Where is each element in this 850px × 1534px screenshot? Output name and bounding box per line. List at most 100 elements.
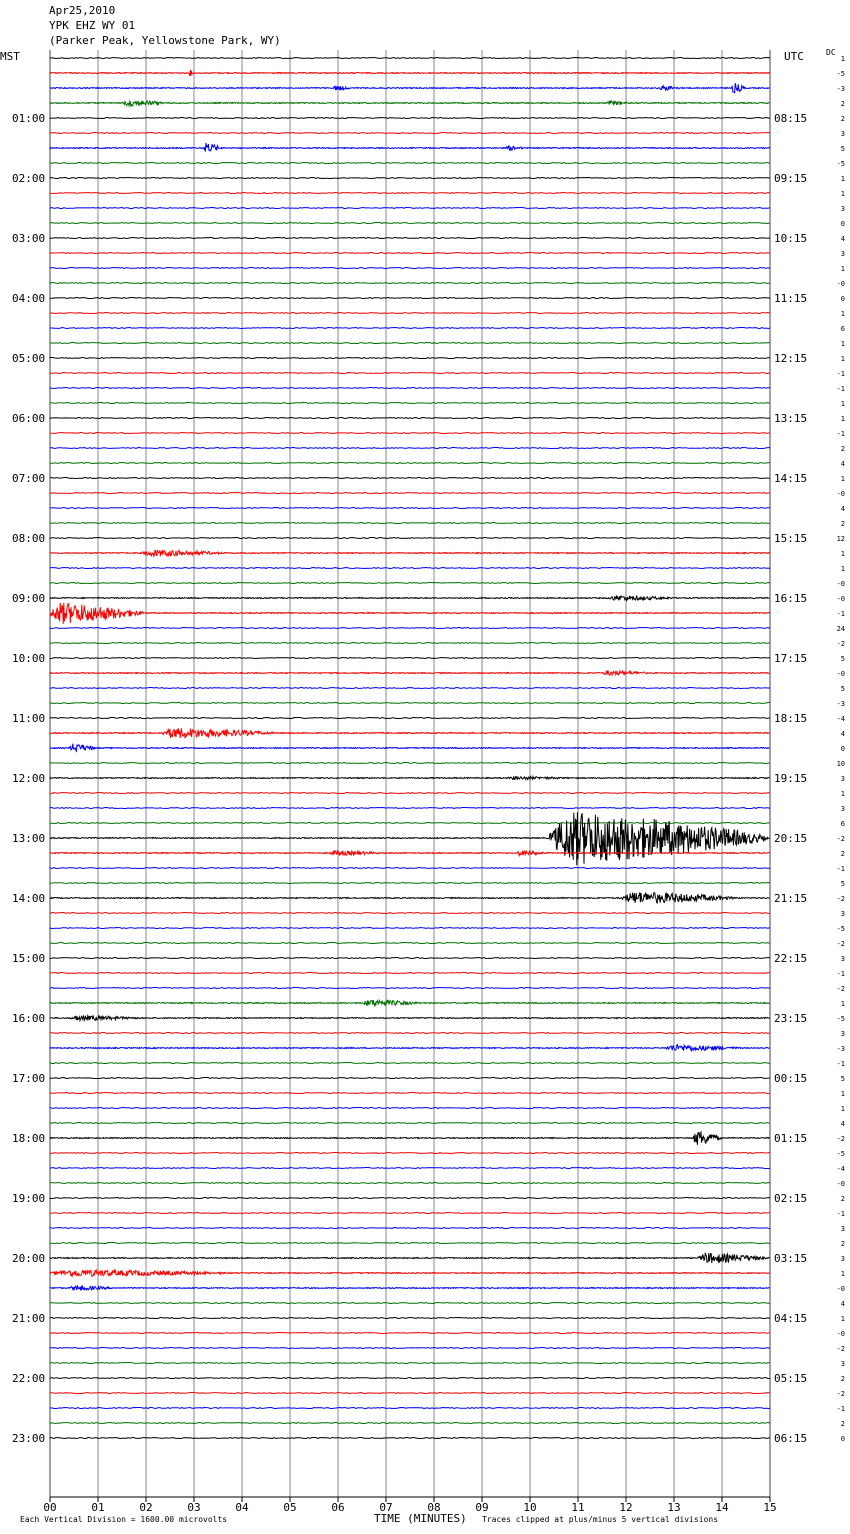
trace-82 [49,1284,770,1292]
trace-26 [49,446,771,450]
dc-offset: -0 [837,1285,845,1293]
scale-note: Each Vertical Division = 1600.00 microvo… [20,1515,228,1524]
trace-11 [49,221,771,225]
dc-offset: 0 [841,220,845,228]
dc-offset: 4 [841,1120,845,1128]
dc-offset: -2 [837,1390,845,1398]
utc-label: 18:15 [774,712,807,725]
mst-label: 03:00 [12,232,45,245]
trace-66 [49,1043,770,1053]
trace-21 [49,371,771,375]
trace-89 [49,1391,771,1395]
trace-55 [49,881,771,885]
trace-28 [49,476,771,480]
trace-13 [49,251,771,255]
mst-label: 09:00 [12,592,45,605]
mst-label: 12:00 [12,772,45,785]
dc-offset: -1 [837,370,845,378]
x-tick-label: 04 [235,1501,249,1514]
trace-31 [49,521,771,525]
dc-offset: 1 [841,1105,845,1113]
dc-offset: 10 [837,760,845,768]
x-tick-label: 14 [715,1501,729,1514]
x-tick-label: 07 [379,1501,392,1514]
dc-offset: 3 [841,955,845,963]
dc-offset: 1 [841,790,845,798]
mst-label: 01:00 [12,112,45,125]
dc-offset: -3 [837,700,845,708]
mst-label: 10:00 [12,652,45,665]
dc-offset: -2 [837,940,845,948]
dc-offset: 5 [841,655,845,663]
trace-84 [49,1316,771,1320]
mst-label: 19:00 [12,1192,45,1205]
trace-50 [49,806,771,810]
trace-41 [49,669,770,677]
trace-29 [49,491,771,495]
mst-label: 02:00 [12,172,45,185]
trace-7 [49,161,771,165]
mst-label: 14:00 [12,892,45,905]
utc-hour-labels: 08:15 09:15 10:15 11:15 12:15 13:15 14:15 15:15… [774,112,807,1445]
mst-label: 06:00 [12,412,45,425]
trace-80 [49,1251,770,1264]
dc-offset: 2 [841,115,845,123]
dc-offset: 3 [841,805,845,813]
dc-offset: 2 [841,1240,845,1248]
dc-offset: 5 [841,880,845,888]
dc-offset: 3 [841,1225,845,1233]
dc-offset: 4 [841,1300,845,1308]
utc-label: 06:15 [774,1432,807,1445]
trace-36 [49,594,770,602]
trace-40 [49,656,771,660]
dc-offset: 2 [841,1195,845,1203]
trace-64 [49,1013,770,1023]
utc-label: 02:15 [774,1192,807,1205]
dc-offset: 2 [841,520,845,528]
trace-38 [49,626,771,630]
trace-87 [49,1361,771,1365]
trace-47 [49,761,770,765]
trace-49 [49,791,771,795]
trace-62 [49,986,771,990]
trace-22 [49,386,771,390]
trace-63 [49,998,770,1008]
utc-label: 08:15 [774,112,807,125]
trace-77 [49,1211,771,1215]
dc-offset: -1 [837,865,845,873]
dc-offset: -1 [837,1405,845,1413]
trace-88 [49,1376,770,1380]
trace-5 [49,131,771,135]
dc-offset: 1 [841,550,845,558]
dc-offset: 2 [841,850,845,858]
utc-label: 21:15 [774,892,807,905]
trace-34 [49,566,771,570]
trace-68 [49,1076,771,1080]
dc-offset: 1 [841,475,845,483]
seismic-traces [49,56,771,1440]
trace-1 [49,69,770,77]
trace-6 [49,142,770,153]
header-date: Apr25,2010 [49,4,116,17]
dc-offset: -4 [837,1165,845,1173]
trace-67 [49,1061,771,1065]
dc-offset: -2 [837,985,845,993]
trace-81 [49,1268,770,1278]
utc-label: 01:15 [774,1132,807,1145]
dc-offset: 5 [841,685,845,693]
trace-72 [49,1131,770,1145]
dc-offset: -4 [837,715,845,723]
dc-offset: 3 [841,205,845,213]
dc-offset: -5 [837,1150,845,1158]
dc-offset: -1 [837,1060,845,1068]
mst-label: 17:00 [12,1072,45,1085]
dc-offset: 0 [841,745,845,753]
dc-offset: 1 [841,355,845,363]
trace-12 [49,236,771,240]
trace-19 [49,341,771,345]
x-tick-label: 10 [523,1501,536,1514]
utc-label: 09:15 [774,172,807,185]
trace-78 [49,1226,771,1230]
dc-offset: -2 [837,895,845,903]
